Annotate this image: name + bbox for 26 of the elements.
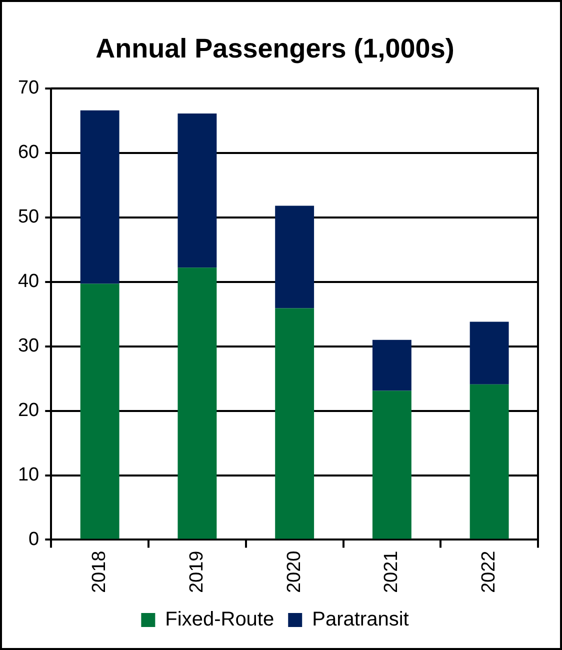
- bar: [470, 384, 509, 539]
- x-tick-label: 2019: [186, 550, 208, 594]
- bar: [80, 284, 120, 539]
- bar: [178, 114, 217, 268]
- bar: [372, 340, 412, 391]
- x-tick-label: 2021: [381, 550, 402, 594]
- bar: [275, 308, 314, 539]
- y-tick-label: 70: [18, 78, 40, 99]
- x-tick-label: 2020: [284, 550, 305, 594]
- bar: [372, 390, 412, 539]
- bar: [470, 322, 509, 384]
- x-tick-label: 2022: [478, 550, 500, 594]
- bar: [178, 268, 217, 539]
- y-tick-label: 10: [18, 464, 40, 486]
- y-tick-label: 50: [18, 206, 40, 228]
- legend-label: Paratransit: [312, 608, 410, 631]
- y-tick-label: 0: [28, 528, 40, 550]
- chart-title: Annual Passengers (1,000s): [96, 34, 454, 64]
- legend-label: Fixed-Route: [165, 608, 274, 631]
- y-tick-label: 20: [18, 400, 40, 422]
- y-tick-label: 60: [18, 142, 40, 164]
- x-tick-label: 2018: [89, 550, 110, 594]
- y-tick-label: 30: [18, 336, 40, 357]
- bar: [80, 110, 120, 284]
- y-tick-label: 40: [18, 271, 40, 292]
- bar: [275, 206, 314, 308]
